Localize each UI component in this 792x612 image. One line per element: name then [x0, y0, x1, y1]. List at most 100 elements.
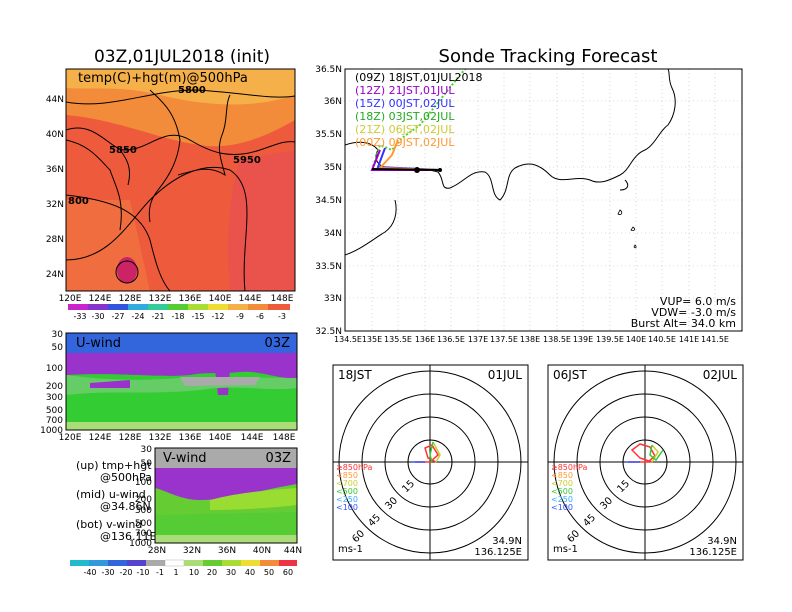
v-wind-p-tick: 50 — [141, 459, 153, 469]
map-lon-tick: 124E — [89, 294, 112, 304]
wind-colorbar-label: 10 — [189, 568, 199, 577]
tracking-lon-tick: 136E — [415, 335, 435, 344]
hodo1-level: <700 — [336, 479, 358, 488]
map-lon-tick: 148E — [271, 294, 294, 304]
temp-colorbar-label: -33 — [73, 312, 86, 321]
v-wind-p-tick: 100 — [135, 478, 152, 488]
wind-colorbar-label: 1 — [173, 568, 178, 577]
note-mid: (mid) u-wind — [76, 488, 146, 501]
wind-colorbar: -40 -30 -20 -10 -1 1 10 20 30 40 50 60 — [70, 559, 297, 577]
map-lon-tick: 140E — [209, 294, 232, 304]
temp-colorbar-label: -9 — [236, 312, 244, 321]
v-wind-lat-tick: 36N — [218, 546, 236, 556]
hodo2-level: ≥850hPa — [551, 463, 588, 472]
tracking-lon-tick: 136.5E — [437, 335, 465, 344]
tracking-lon-tick: 138.5E — [543, 335, 571, 344]
u-wind-lon-tick: 136E — [179, 433, 202, 443]
tracking-lat-tick: 36N — [324, 97, 342, 107]
hodo2-lon: 136.125E — [689, 547, 737, 558]
tracking-lat-tick: 35N — [324, 163, 342, 173]
tracking-legend: (09Z) 18JST,01JUL2018 (12Z) 21JST,01JUL … — [355, 71, 482, 149]
contour-label-5800: 5800 — [178, 85, 206, 96]
u-wind-time: 03Z — [265, 336, 291, 351]
wind-colorbar-label: -30 — [101, 568, 114, 577]
legend-entry-09z: (09Z) 18JST,01JUL2018 — [355, 71, 482, 84]
hodo2-unit: ms-1 — [553, 544, 578, 555]
hodo2-level: <850 — [551, 471, 573, 480]
tracking-params: VUP= 6.0 m/s VDW= -3.0 m/s Burst Alt= 34… — [631, 295, 737, 330]
wind-colorbar-label: 60 — [283, 568, 293, 577]
hodo1-unit: ms-1 — [338, 544, 363, 555]
note-bot-level: @136.11E — [100, 530, 156, 543]
param-vdw: VDW= -3.0 m/s — [651, 306, 736, 319]
map-lon-tick: 120E — [59, 294, 82, 304]
v-wind-time: 03Z — [266, 451, 292, 466]
map-lon-tick: 136E — [179, 294, 202, 304]
map-lat-tick: 32N — [46, 200, 64, 210]
param-burst-alt: Burst Alt= 34.0 km — [631, 317, 736, 330]
temp-colorbar-label: -12 — [211, 312, 224, 321]
temperature-colorbar: -33 -30 -27 -24 -21 -18 -15 -12 -9 -6 -3 — [68, 304, 290, 321]
note-up: (up) tmp+hgt — [76, 459, 152, 472]
map-lat-tick: 36N — [46, 165, 64, 175]
note-bot: (bot) v-wind — [76, 518, 142, 531]
v-wind-lat-tick: 32N — [183, 546, 201, 556]
u-wind-p-tick: 50 — [52, 343, 64, 353]
v-wind-p-tick: 1000 — [129, 539, 152, 549]
map-field-label: temp(C)+hgt(m)@500hPa — [78, 71, 248, 86]
v-wind-p-tick: 500 — [135, 519, 152, 529]
hodograph-06jst: 06JST 02JUL 15 30 45 60 ≥850hPa <850 <70… — [547, 364, 744, 561]
tracking-lat-tick: 33N — [324, 294, 342, 304]
tracking-lat-tick: 34N — [324, 229, 342, 239]
tracking-lon-tick: 139E — [573, 335, 593, 344]
tracking-lon-tick: 137E — [468, 335, 488, 344]
tracking-lon-tick: 139.5E — [596, 335, 624, 344]
map-lon-ticks: 120E 124E 128E 132E 136E 140E 144E 148E — [59, 294, 294, 304]
legend-entry-00z: (00Z) 09JST,02JUL — [355, 136, 455, 149]
legend-entry-15z: (15Z) 00JST,02JUL — [355, 97, 455, 110]
hodo1-lon: 136.125E — [474, 547, 522, 558]
tracking-lon-tick: 141.5E — [701, 335, 729, 344]
hodo1-date: 01JUL — [488, 368, 523, 382]
param-vup: VUP= 6.0 m/s — [660, 295, 736, 308]
legend-entry-21z: (21Z) 06JST,02JUL — [355, 123, 455, 136]
hodo1-level: <850 — [336, 471, 358, 480]
v-wind-lat-tick: 40N — [253, 546, 271, 556]
map-lat-ticks: 44N 40N 36N 32N 28N 24N — [46, 95, 64, 280]
temp-colorbar-label: -3 — [278, 312, 286, 321]
u-wind-p-tick: 100 — [46, 364, 63, 374]
wind-colorbar-label: 20 — [207, 568, 217, 577]
u-wind-p-tick: 200 — [46, 382, 63, 392]
map-lat-tick: 28N — [46, 235, 64, 245]
map-lat-tick: 40N — [46, 130, 64, 140]
wind-colorbar-label: -1 — [156, 568, 164, 577]
tracking-title: Sonde Tracking Forecast — [439, 46, 658, 67]
temp-colorbar-label: -6 — [256, 312, 264, 321]
contour-label-5950: 5950 — [233, 155, 261, 166]
u-wind-lon-tick: 128E — [119, 433, 142, 443]
hodo2-level: <500 — [551, 487, 573, 496]
note-up-level: @500hPa — [100, 471, 152, 484]
hodo1-lat: 34.9N — [492, 536, 522, 547]
v-wind-p-tick: 300 — [135, 506, 152, 516]
contour-label-5850: 5850 — [109, 145, 137, 156]
v-wind-p-tick: 700 — [135, 529, 152, 539]
u-wind-lon-tick: 144E — [241, 433, 264, 443]
tracking-lat-tick: 32.5N — [315, 327, 342, 337]
tracking-lon-tick: 135E — [362, 335, 382, 344]
v-wind-p-tick: 200 — [135, 495, 152, 505]
wind-colorbar-label: -20 — [119, 568, 132, 577]
tracking-lat-tick: 34.5N — [315, 196, 342, 206]
u-wind-lon-tick: 148E — [273, 433, 296, 443]
u-wind-p-tick: 30 — [52, 330, 64, 340]
hodo2-level: <250 — [551, 495, 573, 504]
map-lat-tick: 24N — [46, 270, 64, 280]
tracking-lat-tick: 33.5N — [315, 262, 342, 272]
map-lat-tick: 44N — [46, 95, 64, 105]
temp-colorbar-label: -30 — [91, 312, 104, 321]
u-wind-lon-tick: 132E — [149, 433, 172, 443]
hodograph-18jst: 18JST 01JUL 15 30 45 60 ≥850hPa <850 <70… — [332, 364, 529, 561]
v-wind-lat-tick: 44N — [284, 546, 302, 556]
u-wind-lon-tick: 120E — [59, 433, 82, 443]
